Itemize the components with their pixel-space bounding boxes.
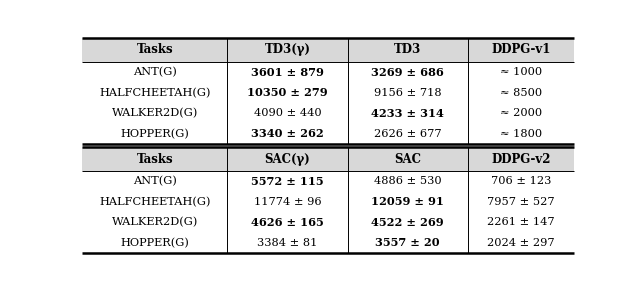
Text: 12059 ± 91: 12059 ± 91	[371, 196, 444, 207]
Bar	[83, 38, 573, 62]
Text: ≈ 2000: ≈ 2000	[500, 108, 542, 118]
Text: 10350 ± 279: 10350 ± 279	[247, 87, 328, 99]
Text: 2261 ± 147: 2261 ± 147	[487, 217, 554, 228]
Text: ≈ 1000: ≈ 1000	[500, 67, 542, 77]
Text: 4233 ± 314: 4233 ± 314	[371, 108, 444, 119]
Text: 3557 ± 20: 3557 ± 20	[376, 237, 440, 248]
Text: 2024 ± 297: 2024 ± 297	[487, 238, 554, 248]
Text: 706 ± 123: 706 ± 123	[490, 177, 551, 186]
Text: 3384 ± 81: 3384 ± 81	[257, 238, 317, 248]
Text: Tasks: Tasks	[136, 44, 173, 56]
Text: ANT(G): ANT(G)	[133, 67, 177, 77]
Text: SAC(γ): SAC(γ)	[264, 152, 310, 166]
Text: ≈ 1800: ≈ 1800	[500, 129, 542, 139]
Text: ≈ 8500: ≈ 8500	[500, 88, 542, 98]
Text: HOPPER(G): HOPPER(G)	[120, 129, 189, 139]
Text: HALFCHEETAH(G): HALFCHEETAH(G)	[99, 88, 211, 98]
Text: 11774 ± 96: 11774 ± 96	[253, 197, 321, 207]
Text: 3340 ± 262: 3340 ± 262	[251, 128, 324, 139]
Text: 4090 ± 440: 4090 ± 440	[253, 108, 321, 118]
Text: ANT(G): ANT(G)	[133, 176, 177, 187]
Text: 9156 ± 718: 9156 ± 718	[374, 88, 442, 98]
Text: 4522 ± 269: 4522 ± 269	[371, 217, 444, 228]
Text: 4626 ± 165: 4626 ± 165	[251, 217, 324, 228]
Text: WALKER2D(G): WALKER2D(G)	[112, 217, 198, 228]
Text: DDPG-v1: DDPG-v1	[491, 44, 550, 56]
Text: TD3: TD3	[394, 44, 421, 56]
Text: 2626 ± 677: 2626 ± 677	[374, 129, 442, 139]
Text: 3601 ± 879: 3601 ± 879	[251, 67, 324, 78]
Text: TD3(γ): TD3(γ)	[264, 44, 310, 56]
Text: HALFCHEETAH(G): HALFCHEETAH(G)	[99, 197, 211, 207]
Bar	[83, 147, 573, 171]
Text: Tasks: Tasks	[136, 152, 173, 166]
Text: HOPPER(G): HOPPER(G)	[120, 238, 189, 248]
Text: SAC: SAC	[394, 152, 421, 166]
Text: 4886 ± 530: 4886 ± 530	[374, 177, 442, 186]
Text: 3269 ± 686: 3269 ± 686	[371, 67, 444, 78]
Text: DDPG-v2: DDPG-v2	[491, 152, 550, 166]
Text: 5572 ± 115: 5572 ± 115	[251, 176, 324, 187]
Text: WALKER2D(G): WALKER2D(G)	[112, 108, 198, 119]
Text: 7957 ± 527: 7957 ± 527	[487, 197, 554, 207]
